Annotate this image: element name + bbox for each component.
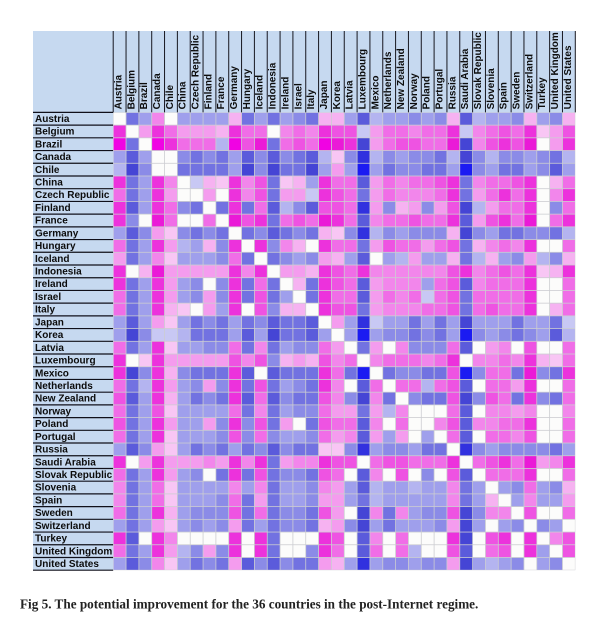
svg-text:Slovenia: Slovenia [486, 68, 497, 110]
svg-text:Brazil: Brazil [35, 139, 62, 150]
svg-text:Saudi Arabia: Saudi Arabia [460, 48, 471, 109]
svg-text:New Zealand: New Zealand [35, 394, 96, 405]
svg-text:Austria: Austria [35, 114, 70, 125]
svg-text:Norway: Norway [409, 73, 420, 110]
svg-text:Slovenia: Slovenia [35, 483, 77, 494]
svg-text:Brazil: Brazil [139, 82, 150, 109]
svg-text:United States: United States [563, 45, 574, 109]
svg-text:Germany: Germany [35, 228, 79, 239]
svg-text:Latvia: Latvia [345, 80, 356, 109]
svg-text:United Kingdom: United Kingdom [550, 32, 561, 109]
svg-text:China: China [178, 81, 189, 109]
svg-text:Indonesia: Indonesia [35, 267, 82, 278]
svg-text:United Kingdom: United Kingdom [35, 546, 112, 557]
svg-text:Latvia: Latvia [35, 343, 64, 354]
svg-text:Finland: Finland [203, 74, 214, 110]
svg-text:Japan: Japan [319, 80, 330, 109]
svg-text:France: France [216, 76, 227, 109]
svg-text:Sweden: Sweden [511, 72, 522, 110]
svg-text:Ireland: Ireland [35, 279, 68, 290]
svg-text:China: China [35, 178, 63, 189]
svg-text:Turkey: Turkey [35, 534, 67, 545]
svg-text:Switzerland: Switzerland [524, 54, 535, 110]
svg-text:Hungary: Hungary [242, 68, 253, 109]
svg-text:Czech Republic: Czech Republic [191, 35, 202, 110]
svg-text:Slovak Republic: Slovak Republic [35, 470, 113, 481]
svg-text:Poland: Poland [422, 76, 433, 109]
svg-text:Germany: Germany [229, 66, 240, 110]
svg-text:Italy: Italy [306, 89, 317, 109]
svg-text:Israel: Israel [293, 83, 304, 109]
svg-text:Indonesia: Indonesia [268, 62, 279, 109]
svg-text:France: France [35, 216, 68, 227]
svg-text:Chile: Chile [165, 85, 176, 110]
svg-text:Israel: Israel [35, 292, 61, 303]
svg-text:Chile: Chile [35, 165, 60, 176]
svg-text:Austria: Austria [114, 75, 125, 110]
svg-text:Switzerland: Switzerland [35, 521, 91, 532]
svg-text:Portugal: Portugal [35, 432, 76, 443]
svg-text:Luxembourg: Luxembourg [35, 356, 96, 367]
svg-text:Italy: Italy [35, 305, 55, 316]
svg-text:Korea: Korea [332, 81, 343, 110]
svg-text:Netherlands: Netherlands [35, 381, 93, 392]
svg-text:New Zealand: New Zealand [396, 48, 407, 109]
svg-text:Luxembourg: Luxembourg [357, 49, 368, 110]
svg-text:Russia: Russia [35, 445, 68, 456]
svg-text:Mexico: Mexico [370, 75, 381, 109]
svg-text:Spain: Spain [499, 82, 510, 109]
svg-text:Russia: Russia [447, 76, 458, 109]
svg-text:Slovak Republic: Slovak Republic [473, 32, 484, 110]
svg-text:Belgium: Belgium [35, 127, 75, 138]
svg-text:Spain: Spain [35, 495, 62, 506]
svg-text:Ireland: Ireland [280, 77, 291, 110]
svg-text:Hungary: Hungary [35, 241, 76, 252]
svg-text:Norway: Norway [35, 406, 72, 417]
svg-text:Saudi Arabia: Saudi Arabia [35, 457, 96, 468]
svg-text:Netherlands: Netherlands [383, 51, 394, 109]
svg-text:Iceland: Iceland [35, 254, 69, 265]
svg-text:Turkey: Turkey [537, 77, 548, 109]
svg-text:Fig 5. The potential improveme: Fig 5. The potential improvement for the… [20, 597, 478, 612]
svg-text:Belgium: Belgium [126, 70, 137, 110]
svg-text:Sweden: Sweden [35, 508, 73, 519]
svg-text:Canada: Canada [152, 73, 163, 110]
svg-text:Iceland: Iceland [255, 75, 266, 109]
svg-text:Portugal: Portugal [434, 69, 445, 110]
svg-text:Korea: Korea [35, 330, 64, 341]
svg-text:Japan: Japan [35, 317, 64, 328]
svg-text:Canada: Canada [35, 152, 72, 163]
svg-text:Poland: Poland [35, 419, 68, 430]
svg-text:Mexico: Mexico [35, 368, 69, 379]
svg-text:Czech Republic: Czech Republic [35, 190, 110, 201]
svg-text:United States: United States [35, 559, 99, 570]
svg-text:Finland: Finland [35, 203, 71, 214]
